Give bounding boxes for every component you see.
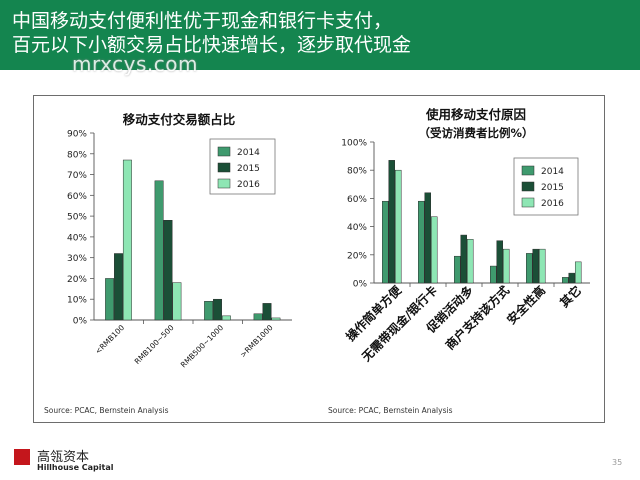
company-name-en: Hillhouse Capital <box>37 463 114 472</box>
chart2-legend-label-2014: 2014 <box>541 167 564 177</box>
chart1-x-tick-label: RMB500~1000 <box>179 323 225 369</box>
chart1-legend-swatch-2015 <box>217 162 231 173</box>
chart1-legend-label-2014: 2014 <box>237 148 260 158</box>
chart1-bar-2014 <box>154 180 164 321</box>
chart2-y-tick-label: 0% <box>353 280 368 290</box>
page-number: 35 <box>612 458 623 467</box>
chart-frame: 移动支付交易额占比 0% 10% 20% 30% 40% 50% 60% 70% 80% 90% <R… <box>33 95 605 423</box>
chart1-legend-label-2015: 2015 <box>237 164 260 174</box>
chart2-legend-swatch-2014 <box>521 165 535 176</box>
chart1-x-tick-label: RMB100~500 <box>133 323 176 366</box>
chart2-bar-2015 <box>568 272 575 284</box>
chart2-bar-2016 <box>538 248 546 284</box>
company-name-cn: 高瓴资本 <box>37 450 90 465</box>
chart1-y-tick-label: 60% <box>67 192 87 202</box>
chart1-y-tick-label: 20% <box>67 275 87 285</box>
chart1-legend-swatch-2016 <box>217 178 231 189</box>
chart1-legend-label-2016: 2016 <box>237 180 260 190</box>
chart1-y-tick-label: 30% <box>67 254 87 264</box>
chart2-legend-label-2015: 2015 <box>541 183 564 193</box>
chart2-bar-2016 <box>430 216 438 284</box>
chart2-bar-2014 <box>418 200 425 284</box>
chart1-y-tick-label: 40% <box>67 233 87 243</box>
chart1-bar-2015 <box>262 303 272 321</box>
chart1-bar-2014 <box>204 301 214 321</box>
chart2-y-tick-label: 20% <box>347 251 367 261</box>
chart1-bar-2016 <box>122 159 132 321</box>
chart2-y-tick-label: 40% <box>347 223 367 233</box>
chart2-bar-2015 <box>496 240 503 284</box>
chart2-legend-label-2016: 2016 <box>541 199 564 209</box>
slide-header: 中国移动支付便利性优于现金和银行卡支付， 百元以下小额交易占比快速增长，逐步取代… <box>0 0 640 70</box>
chart1-bar-2016 <box>271 317 281 321</box>
chart1-source-note: Source: PCAC, Bernstein Analysis <box>44 406 169 415</box>
chart1-y-tick-label: 50% <box>67 213 87 223</box>
chart2-bar-2014 <box>490 265 497 284</box>
chart2-bar-2015 <box>388 160 395 284</box>
chart2-bar-2014 <box>454 255 461 284</box>
chart1-y-tick-label: 10% <box>67 296 87 306</box>
chart2-x-tick-label: 商户支持该方式 <box>442 283 512 353</box>
chart2-bar-2016 <box>574 261 582 284</box>
chart2-subtitle: （受访消费者比例%） <box>418 126 533 140</box>
chart2-legend-swatch-2016 <box>521 197 535 208</box>
chart2-bar-2014 <box>526 253 533 284</box>
chart1-bar-2015 <box>163 220 173 321</box>
chart1-bar-2016 <box>172 282 182 321</box>
chart2-title: 使用移动支付原因 <box>425 107 526 122</box>
chart2-bar-2015 <box>460 234 467 284</box>
chart1-y-tick-label: 80% <box>67 150 87 160</box>
slide-title-line-1: 中国移动支付便利性优于现金和银行卡支付， <box>12 10 393 32</box>
chart2-bar-2016 <box>502 248 510 284</box>
chart2-x-tick-label: 其它 <box>557 283 585 311</box>
charts-canvas: 移动支付交易额占比 0% 10% 20% 30% 40% 50% 60% 70% 80% 90% <R… <box>44 107 590 415</box>
chart2-y-tick-label: 100% <box>341 139 367 149</box>
chart1-x-tick-label: >RMB1000 <box>238 323 274 359</box>
chart2-y-tick-label: 60% <box>347 195 367 205</box>
hillhouse-logo-icon <box>14 449 30 465</box>
chart1-bar-2016 <box>221 315 231 321</box>
chart2-bar-2015 <box>532 248 539 284</box>
slide-title-line-2: 百元以下小额交易占比快速增长，逐步取代现金 <box>12 34 412 56</box>
chart1-bar-2015 <box>213 298 222 321</box>
watermark-text: mrxcys.com <box>72 52 198 76</box>
chart1-legend-swatch-2014 <box>217 146 231 157</box>
chart1-y-tick-label: 70% <box>67 171 87 181</box>
chart1-y-tick-label: 90% <box>67 130 87 140</box>
chart2-y-tick-label: 80% <box>347 167 367 177</box>
chart2-source-note: Source: PCAC, Bernstein Analysis <box>328 406 453 415</box>
chart1-bar-2014 <box>105 278 115 321</box>
chart2-bar-2015 <box>424 192 431 284</box>
chart2-legend-swatch-2015 <box>521 181 535 192</box>
chart2-x-tick-label: 安全性高 <box>504 283 549 328</box>
chart1-x-tick-label: <RMB100 <box>93 323 126 356</box>
chart2-bar-2016 <box>466 239 474 284</box>
chart2-bar-2014 <box>382 200 389 284</box>
chart1-y-tick-label: 0% <box>73 317 88 327</box>
chart1-bar-2015 <box>114 253 123 321</box>
chart2-bar-2014 <box>562 277 569 284</box>
chart1-title: 移动支付交易额占比 <box>123 112 236 127</box>
chart2-bar-2016 <box>394 169 402 284</box>
chart1-bar-2014 <box>253 313 263 321</box>
